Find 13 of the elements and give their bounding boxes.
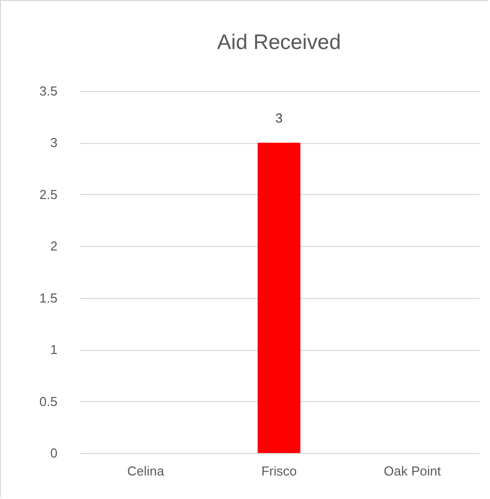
y-tick-label: 0.5: [39, 394, 58, 409]
y-tick-label: 0: [50, 446, 58, 460]
y-tick-label: 2.5: [39, 186, 58, 202]
y-tick-label: 1.5: [39, 290, 58, 306]
y-tick-label: 3: [50, 135, 58, 150]
data-label: 3: [275, 110, 283, 126]
x-tick-label: Oak Point: [384, 464, 442, 478]
y-tick-label: 2: [50, 238, 58, 254]
x-tick-label: Frisco: [261, 464, 297, 478]
y-tick-label: 3.5: [39, 84, 58, 98]
x-tick-label: Celina: [127, 464, 165, 478]
chart-title: Aid Received: [217, 31, 341, 54]
y-tick-label: 1: [50, 342, 58, 358]
